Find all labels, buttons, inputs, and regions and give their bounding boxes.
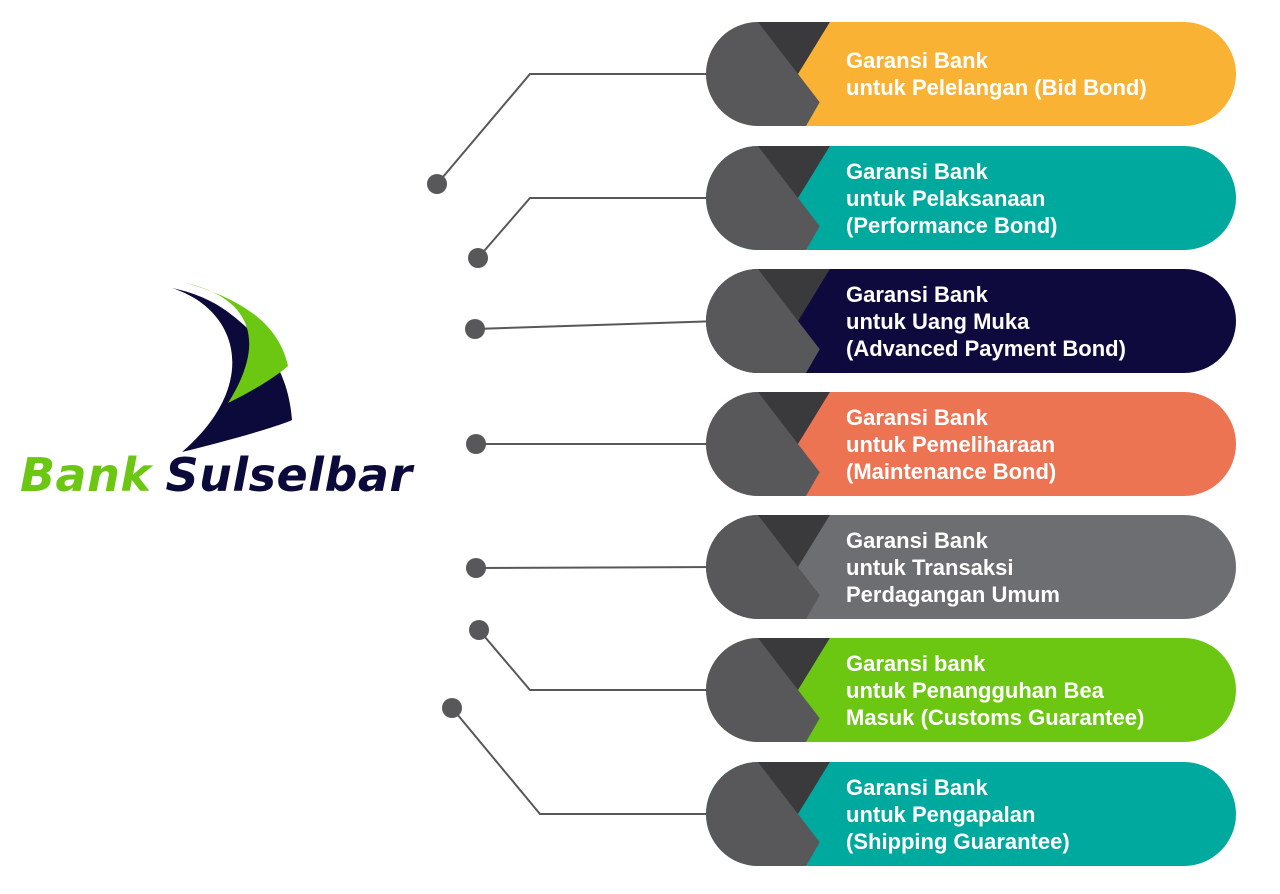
connector-dot xyxy=(469,620,489,640)
guarantee-label-line: untuk Penangguhan Bea xyxy=(846,677,1104,703)
brand-name-sulselbar: Sulselbar xyxy=(165,448,413,502)
guarantee-label-line: untuk Uang Muka xyxy=(846,308,1030,334)
guarantee-label: Garansi Bank untuk Pelaksanaan (Performanc… xyxy=(846,146,1057,250)
guarantee-label: Garansi Bank untuk Pelelangan (Bid Bond) xyxy=(846,22,1147,126)
guarantee-label-line: Garansi bank xyxy=(846,650,986,676)
guarantee-label-line: Garansi Bank xyxy=(846,527,988,553)
guarantee-item: Garansi Bank untuk Pengapalan (Shipping Gu… xyxy=(706,762,1236,866)
guarantee-item: Garansi Bank untuk Pelelangan (Bid Bond) xyxy=(706,22,1236,126)
sail-logo-icon xyxy=(172,283,292,452)
guarantee-label-line: Garansi Bank xyxy=(846,404,988,430)
brand-name-bank: Bank xyxy=(20,448,152,502)
guarantee-label-line: Garansi Bank xyxy=(846,158,988,184)
guarantee-label-line: untuk Pengapalan xyxy=(846,801,1036,827)
connector-dot xyxy=(465,319,485,339)
guarantee-label-line: untuk Pelaksanaan xyxy=(846,185,1046,211)
guarantee-label-line: (Performance Bond) xyxy=(846,212,1058,238)
guarantee-item: Garansi bank untuk Penangguhan Bea Masuk (… xyxy=(706,638,1236,742)
connector-dot xyxy=(468,248,488,268)
connector-dot xyxy=(427,174,447,194)
guarantee-label: Garansi Bank untuk Pemeliharaan (Maintenan… xyxy=(846,392,1056,496)
guarantee-label-line: (Advanced Payment Bond) xyxy=(846,335,1126,361)
guarantee-label-line: (Shipping Guarantee) xyxy=(846,828,1070,854)
guarantee-label: Garansi bank untuk Penangguhan Bea Masuk (… xyxy=(846,638,1144,742)
guarantee-label-line: untuk Pemeliharaan xyxy=(846,431,1056,457)
connector-line xyxy=(478,629,720,691)
guarantee-label: Garansi Bank untuk Transaksi Perdagangan U… xyxy=(846,515,1060,619)
connector-dot xyxy=(466,558,486,578)
sail-navy-shape xyxy=(172,288,292,452)
guarantee-label-line: Garansi Bank xyxy=(846,774,988,800)
guarantee-label-line: Garansi Bank xyxy=(846,48,988,73)
bank-sulselbar-logo: Bank Sulselbar xyxy=(20,280,440,520)
guarantee-label-line: Masuk (Customs Guarantee) xyxy=(846,704,1145,730)
guarantee-item: Garansi Bank untuk Uang Muka (Advanced Pay… xyxy=(706,269,1236,373)
guarantee-label-line: Perdagangan Umum xyxy=(846,581,1060,607)
sail-green-shape xyxy=(186,283,288,403)
guarantee-item: Garansi Bank untuk Pemeliharaan (Maintenan… xyxy=(706,392,1236,496)
connector-dot xyxy=(442,698,462,718)
guarantee-label-line: (Maintenance Bond) xyxy=(846,458,1057,484)
connector-dot xyxy=(466,434,486,454)
guarantee-label: Garansi Bank untuk Pengapalan (Shipping Gu… xyxy=(846,762,1070,866)
connector-line xyxy=(474,320,721,330)
guarantee-label-line: untuk Transaksi xyxy=(846,554,1014,580)
guarantee-item: Garansi Bank untuk Pelaksanaan (Performanc… xyxy=(706,146,1236,250)
guarantee-label-line: Garansi Bank xyxy=(846,281,988,307)
guarantee-label-line: untuk Pelelangan (Bid Bond) xyxy=(846,75,1147,100)
connector-line xyxy=(436,73,720,185)
brand-name: Bank Sulselbar xyxy=(20,448,413,502)
guarantee-item: Garansi Bank untuk Transaksi Perdagangan U… xyxy=(706,515,1236,619)
connector-line xyxy=(475,566,721,569)
guarantee-label: Garansi Bank untuk Uang Muka (Advanced Pay… xyxy=(846,269,1126,373)
connector-line xyxy=(477,197,720,259)
connector-line xyxy=(451,707,720,815)
